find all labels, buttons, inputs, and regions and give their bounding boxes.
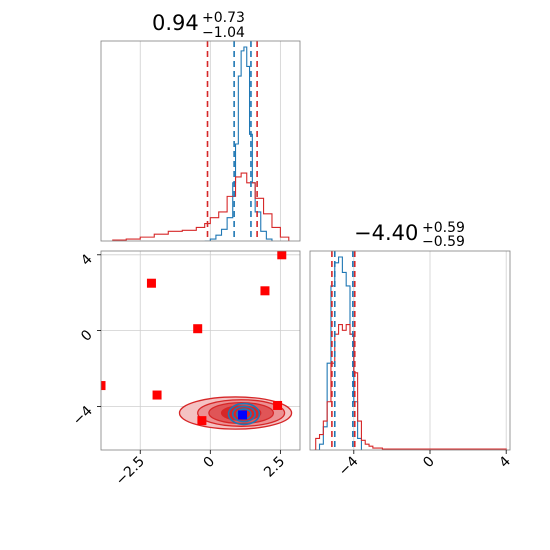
marginal-y-xtick-label-1: 0 bbox=[420, 454, 438, 472]
marginal-x-histogram-0 bbox=[204, 46, 273, 241]
title-y-parameter: −4.40 +0.59 −0.59 bbox=[354, 220, 465, 250]
title-x-plus: +0.73 bbox=[202, 10, 245, 26]
joint-point-8 bbox=[238, 410, 248, 420]
title-y-plus: +0.59 bbox=[422, 220, 465, 236]
joint-point-0 bbox=[146, 278, 156, 288]
joint-panel: −2.5 0 2.5 −4 0 4 bbox=[70, 250, 301, 489]
marginal-y-histogram-1 bbox=[313, 324, 507, 450]
marginal-y-ticks: −4 0 4 bbox=[336, 450, 514, 479]
marginal-y-xtick-label-2: 4 bbox=[496, 453, 514, 471]
marginal-x-marks bbox=[112, 41, 290, 241]
marginal-x-frame bbox=[100, 40, 301, 242]
marginal-y-grid bbox=[353, 251, 507, 450]
joint-xtick-label-0: −2.5 bbox=[113, 454, 148, 489]
joint-blue-contour-0 bbox=[227, 402, 261, 426]
joint-point-6 bbox=[197, 416, 207, 426]
marginal-y-marks bbox=[313, 251, 507, 450]
joint-ticks: −2.5 0 2.5 −4 0 4 bbox=[70, 251, 288, 489]
title-x-minus: −1.04 bbox=[202, 25, 245, 41]
marginal-x-panel bbox=[100, 40, 301, 242]
title-y-value: −4.40 bbox=[354, 221, 418, 245]
marginal-y-xtick-label-0: −4 bbox=[336, 453, 362, 479]
joint-ytick-label-0: −4 bbox=[70, 403, 96, 429]
joint-point-3 bbox=[193, 324, 203, 334]
joint-point-4 bbox=[101, 381, 106, 391]
joint-ytick-label-1: 0 bbox=[78, 327, 96, 345]
joint-xtick-label-2: 2.5 bbox=[261, 454, 288, 481]
joint-point-5 bbox=[152, 390, 162, 400]
joint-point-2 bbox=[260, 286, 270, 296]
joint-point-1 bbox=[277, 251, 287, 260]
marginal-x-grid bbox=[139, 41, 281, 241]
marginal-x-histogram-1 bbox=[112, 172, 290, 241]
joint-blue-contour-1 bbox=[231, 405, 256, 423]
joint-point-7 bbox=[273, 400, 283, 410]
joint-marks bbox=[101, 251, 293, 430]
title-x-parameter: 0.94 +0.73 −1.04 bbox=[152, 10, 245, 41]
marginal-y-panel: −4 0 4 bbox=[309, 250, 514, 479]
joint-frame bbox=[100, 250, 301, 451]
joint-xtick-label-1: 0 bbox=[201, 454, 219, 472]
marginal-y-frame bbox=[309, 250, 511, 451]
title-y-minus: −0.59 bbox=[422, 234, 465, 250]
joint-ytick-label-2: 4 bbox=[78, 251, 96, 269]
title-x-value: 0.94 bbox=[152, 11, 199, 35]
